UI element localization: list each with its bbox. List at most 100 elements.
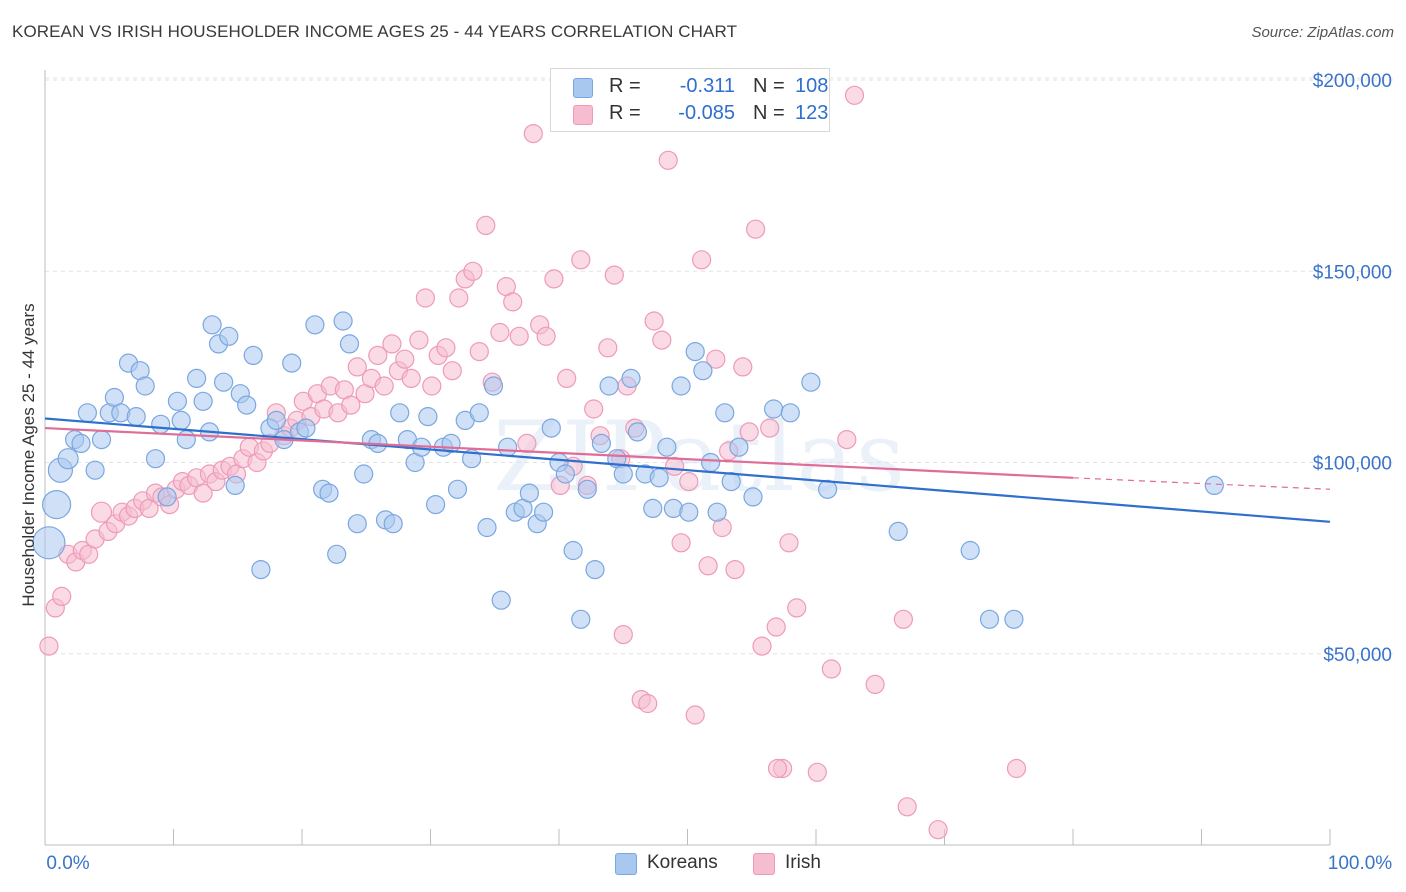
korean-point	[707, 502, 727, 522]
x-tick-label-max: 100.0%	[1328, 853, 1393, 874]
korean-point	[888, 521, 908, 542]
irish-point	[779, 533, 799, 553]
irish-point	[557, 368, 577, 388]
x-tick-label-min: 0.0%	[46, 853, 89, 874]
korean-point	[693, 361, 713, 381]
korean-point	[354, 464, 374, 484]
korean-point	[151, 414, 171, 434]
irish-point	[638, 693, 658, 714]
korean-point	[135, 376, 155, 396]
irish-point	[52, 586, 72, 607]
irish-point	[347, 357, 367, 377]
irish-point	[374, 376, 394, 396]
correlation-legend: R = -0.311 N = 108 R = -0.085 N = 123	[550, 68, 830, 132]
korean-point	[585, 559, 605, 580]
irish-point	[469, 342, 489, 362]
korean-point	[57, 448, 79, 470]
irish-point	[897, 797, 917, 817]
legend-r-label: R =	[609, 75, 641, 97]
legend-r-value: -0.085	[678, 102, 735, 124]
irish-point	[766, 617, 786, 637]
legend-n-value: 123	[795, 102, 829, 124]
korean-points	[32, 311, 1224, 629]
irish-point	[706, 349, 726, 369]
irish-point	[509, 326, 529, 346]
korean-point	[282, 353, 302, 373]
chart-title: KOREAN VS IRISH HOUSEHOLDER INCOME AGES …	[12, 22, 738, 41]
irish-point	[463, 261, 483, 281]
korean-point	[266, 410, 286, 430]
korean-point	[721, 472, 741, 492]
korean-point	[214, 372, 234, 392]
irish-point	[193, 483, 213, 503]
irish-point	[767, 758, 788, 779]
irish-point	[598, 338, 618, 358]
y-tick-label: $100,000	[1313, 454, 1392, 475]
irish-point	[928, 820, 948, 840]
korean-point	[41, 490, 72, 520]
irish-point	[536, 326, 556, 346]
korean-point	[333, 311, 353, 331]
korean-point	[32, 526, 66, 560]
irish-point	[698, 556, 718, 576]
irish-point	[449, 288, 469, 308]
korean-point	[469, 403, 489, 423]
korean-point	[715, 403, 735, 423]
korean-point	[685, 342, 705, 362]
irish-point	[422, 376, 442, 396]
irish-point	[752, 636, 772, 656]
korean-point	[426, 495, 446, 515]
irish-point	[821, 659, 842, 679]
irish-point	[613, 624, 633, 645]
irish-point	[787, 598, 807, 618]
korean-point	[167, 391, 187, 411]
korean-point	[390, 403, 410, 423]
axes-layer	[44, 70, 1331, 846]
irish-point	[409, 330, 429, 350]
korean-point	[1204, 475, 1224, 495]
korean-point	[519, 483, 540, 503]
irish-point	[571, 250, 591, 270]
korean-point	[171, 410, 191, 430]
korean-trend-line	[44, 417, 1331, 523]
korean-point	[477, 517, 497, 538]
korean-point	[126, 407, 146, 427]
korean-point	[77, 403, 98, 423]
korean-point	[145, 449, 166, 469]
irish-point	[584, 399, 604, 419]
y-tick-labels: $50,000 $100,000 $150,000 $200,000	[1313, 71, 1392, 666]
korean-point	[243, 345, 263, 365]
koreans-swatch-icon	[573, 78, 593, 98]
korean-point	[418, 407, 438, 427]
irish-point	[733, 357, 753, 377]
korean-point	[817, 479, 838, 499]
korean-point	[657, 437, 677, 457]
irish-point	[544, 269, 564, 289]
korean-point	[339, 334, 360, 354]
legend-r-value: -0.311	[679, 75, 735, 97]
irish-point	[837, 430, 857, 450]
korean-point	[219, 326, 239, 346]
irish-point	[658, 150, 678, 170]
legend-n-value: 108	[795, 75, 829, 97]
korean-point	[627, 422, 648, 442]
irish-point	[725, 559, 745, 580]
irish-point	[517, 433, 537, 453]
korean-point	[491, 590, 511, 610]
korean-point	[541, 418, 561, 438]
irish-legend-icon	[753, 853, 775, 875]
irish-point	[685, 705, 705, 725]
korean-point	[960, 540, 980, 561]
korean-point	[91, 430, 112, 450]
korean-point	[193, 391, 213, 411]
korean-point	[700, 452, 721, 473]
irish-point	[395, 349, 415, 369]
irish-point	[368, 345, 388, 365]
korean-point	[202, 315, 222, 335]
korean-point	[591, 433, 612, 453]
irish-point	[691, 250, 712, 270]
source-label: Source: ZipAtlas.com	[1251, 24, 1394, 41]
korean-point	[613, 464, 633, 484]
korean-point	[563, 540, 583, 561]
